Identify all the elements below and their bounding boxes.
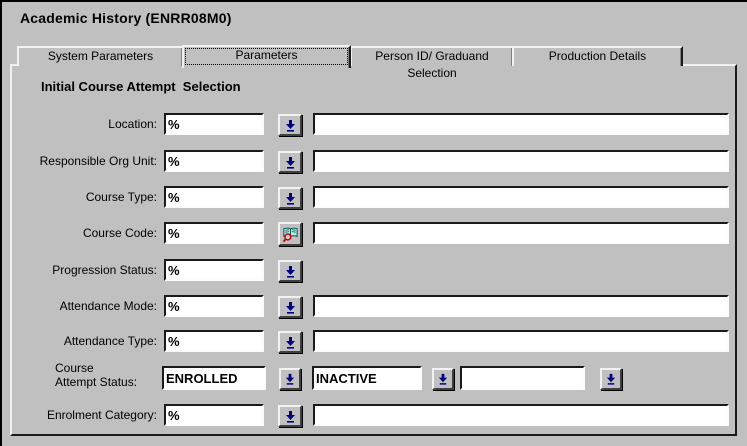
progression-status-input[interactable]: [164, 259, 264, 281]
course-type-label: Course Type:: [85, 190, 157, 204]
location-lov-button[interactable]: [278, 114, 302, 136]
attendance-type-input[interactable]: [164, 330, 264, 352]
attendance-type-label: Attendance Type:: [63, 334, 157, 348]
course-attempt-status-label-line1: Course: [55, 361, 94, 375]
enrolment-category-lov-button[interactable]: [278, 405, 302, 427]
course-code-description-input[interactable]: [313, 222, 729, 244]
down-arrow-icon: [285, 373, 295, 385]
attendance-type-description-input[interactable]: [313, 330, 729, 352]
tab-label: Person ID/ Graduand Selection: [375, 49, 489, 80]
course-attempt-status-3-lov-button[interactable]: [600, 368, 622, 390]
enrolment-category-label: Enrolment Category:: [46, 408, 157, 422]
attendance-type-lov-button[interactable]: [278, 331, 302, 353]
down-arrow-icon: [285, 410, 295, 423]
down-arrow-icon: [606, 373, 616, 385]
down-arrow-icon: [285, 265, 295, 278]
attendance-mode-label: Attendance Mode:: [59, 299, 157, 313]
window-title: Academic History (ENRR08M0): [20, 10, 232, 26]
course-code-find-button[interactable]: [278, 222, 302, 246]
down-arrow-icon: [285, 156, 295, 169]
down-arrow-icon: [285, 301, 295, 314]
course-attempt-status-1-input[interactable]: [162, 366, 266, 390]
tab-production-details[interactable]: Production Details: [512, 46, 683, 66]
progression-status-lov-button[interactable]: [278, 260, 302, 282]
course-attempt-status-2-input[interactable]: [312, 366, 422, 390]
course-type-lov-button[interactable]: [278, 187, 302, 209]
course-code-label: Course Code:: [82, 226, 157, 240]
attendance-mode-input[interactable]: [164, 295, 264, 317]
course-type-input[interactable]: [164, 186, 264, 208]
responsible-org-unit-input[interactable]: [164, 150, 264, 172]
enrolment-category-input[interactable]: [164, 404, 264, 426]
tab-parameters[interactable]: Parameters: [182, 45, 351, 68]
down-arrow-icon: [285, 192, 295, 205]
location-description-input[interactable]: [313, 113, 729, 135]
book-magnifier-icon: [282, 227, 298, 242]
tab-label: Production Details: [548, 49, 647, 63]
course-attempt-status-label-line2: Attempt Status:: [55, 375, 138, 389]
course-attempt-status-label: Course Attempt Status:: [55, 361, 137, 389]
course-attempt-status-3-input[interactable]: [460, 366, 585, 390]
down-arrow-icon: [438, 373, 448, 385]
attendance-mode-description-input[interactable]: [313, 295, 729, 317]
tab-system-parameters[interactable]: System Parameters: [17, 46, 184, 66]
course-attempt-status-2-lov-button[interactable]: [432, 368, 454, 390]
responsible-org-unit-label: Responsible Org Unit:: [39, 154, 157, 168]
attendance-mode-lov-button[interactable]: [278, 296, 302, 318]
course-code-input[interactable]: [164, 222, 264, 244]
responsible-org-unit-lov-button[interactable]: [278, 151, 302, 173]
location-label: Location:: [108, 117, 157, 131]
course-type-description-input[interactable]: [313, 186, 729, 208]
tab-label: Parameters: [235, 48, 298, 62]
section-heading: Initial Course Attempt Selection: [41, 79, 241, 94]
down-arrow-icon: [285, 336, 295, 349]
down-arrow-icon: [285, 119, 295, 132]
progression-status-label: Progression Status:: [52, 263, 157, 277]
responsible-org-unit-description-input[interactable]: [313, 150, 729, 172]
tab-person-id-graduand-selection[interactable]: Person ID/ Graduand Selection: [350, 46, 514, 80]
course-attempt-status-1-lov-button[interactable]: [279, 368, 301, 390]
location-input[interactable]: [164, 113, 264, 135]
enrolment-category-description-input[interactable]: [313, 404, 729, 426]
tab-label: System Parameters: [47, 49, 154, 63]
